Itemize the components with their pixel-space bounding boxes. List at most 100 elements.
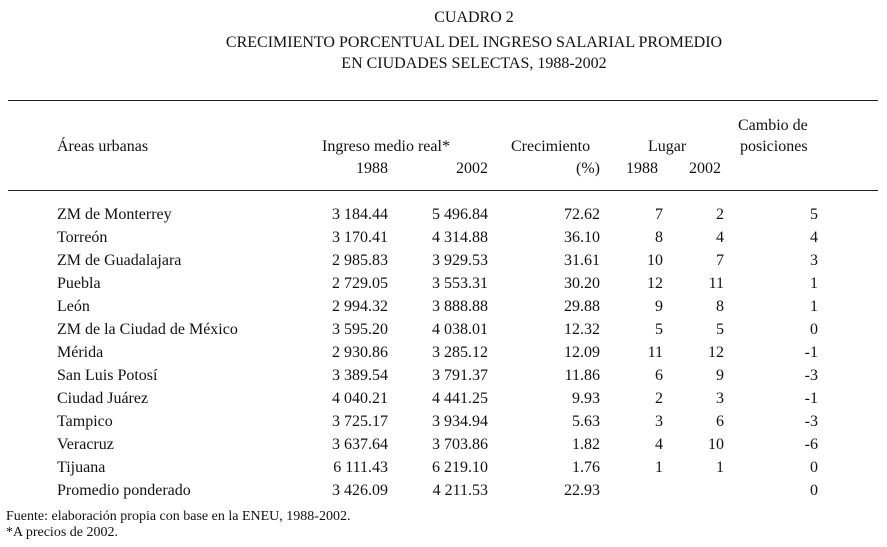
cell-area: Veracruz <box>57 436 114 453</box>
cell-lugar-2002: 12 <box>708 344 724 361</box>
cell-cambio: 5 <box>810 206 818 223</box>
cell-lugar-2002: 9 <box>716 367 724 384</box>
cell-cambio: 0 <box>810 482 818 499</box>
cell-ingreso-1988: 4 040.21 <box>332 390 388 407</box>
cell-ingreso-1988: 2 930.86 <box>332 344 388 361</box>
cell-lugar-1988: 12 <box>647 275 663 292</box>
cell-ingreso-1988: 2 729.05 <box>332 275 388 292</box>
cell-cambio: 3 <box>810 252 818 269</box>
table-number: CUADRO 2 <box>434 9 514 26</box>
cell-cambio: -6 <box>804 436 818 453</box>
cell-ingreso-1988: 2 985.83 <box>332 252 388 269</box>
cell-crecimiento: 36.10 <box>564 229 600 246</box>
cell-area: Promedio ponderado <box>57 482 191 499</box>
cell-crecimiento: 31.61 <box>564 252 600 269</box>
cell-ingreso-2002: 4 314.88 <box>432 229 488 246</box>
cell-ingreso-1988: 6 111.43 <box>333 459 388 476</box>
cell-ingreso-1988: 3 725.17 <box>332 413 388 430</box>
cell-area: Puebla <box>57 275 101 292</box>
cell-cambio: 1 <box>810 298 818 315</box>
cell-cambio: -1 <box>804 390 818 407</box>
cell-area: San Luis Potosí <box>57 367 158 384</box>
cell-lugar-1988: 8 <box>655 229 663 246</box>
cell-ingreso-2002: 3 703.86 <box>432 436 488 453</box>
cell-cambio: 1 <box>810 275 818 292</box>
cell-crecimiento: 30.20 <box>564 275 600 292</box>
cell-lugar-2002: 8 <box>716 298 724 315</box>
cell-lugar-1988: 4 <box>655 436 663 453</box>
cell-crecimiento: 12.32 <box>564 321 600 338</box>
cell-ingreso-2002: 4 038.01 <box>432 321 488 338</box>
cell-crecimiento: 5.63 <box>572 413 600 430</box>
header-areas: Áreas urbanas <box>57 138 149 155</box>
cell-area: ZM de Monterrey <box>57 206 172 223</box>
cell-area: Mérida <box>57 344 104 361</box>
cell-crecimiento: 12.09 <box>564 344 600 361</box>
cell-lugar-1988: 9 <box>655 298 663 315</box>
cell-lugar-2002: 4 <box>716 229 724 246</box>
cell-ingreso-1988: 3 595.20 <box>332 321 388 338</box>
cell-ingreso-2002: 5 496.84 <box>432 206 488 223</box>
cell-ingreso-1988: 3 637.64 <box>332 436 388 453</box>
cell-lugar-1988: 5 <box>655 321 663 338</box>
cell-lugar-1988: 6 <box>655 367 663 384</box>
cell-ingreso-2002: 4 211.53 <box>432 482 488 499</box>
header-cambio-line-1: Cambio de <box>738 117 808 134</box>
cell-ingreso-2002: 3 934.94 <box>432 413 488 430</box>
table-title-line-1: CRECIMIENTO PORCENTUAL DEL INGRESO SALAR… <box>225 34 723 51</box>
cell-crecimiento: 1.76 <box>572 459 600 476</box>
cell-ingreso-1988: 3 389.54 <box>332 367 388 384</box>
cell-area: Torreón <box>57 229 108 246</box>
header-rule <box>8 190 878 191</box>
cell-ingreso-2002: 3 929.53 <box>432 252 488 269</box>
source-note: Fuente: elaboración propia con base en l… <box>6 509 351 524</box>
cell-ingreso-1988: 3 184.44 <box>332 206 388 223</box>
cell-lugar-2002: 11 <box>708 275 724 292</box>
cell-cambio: 0 <box>810 459 818 476</box>
cell-lugar-2002: 7 <box>716 252 724 269</box>
cell-cambio: 4 <box>810 229 818 246</box>
cell-ingreso-1988: 3 170.41 <box>332 229 388 246</box>
cell-ingreso-1988: 3 426.09 <box>332 482 388 499</box>
cell-crecimiento: 9.93 <box>572 390 600 407</box>
cell-area: León <box>57 298 90 315</box>
cell-crecimiento: 72.62 <box>564 206 600 223</box>
cell-lugar-2002: 6 <box>716 413 724 430</box>
cell-lugar-2002: 5 <box>716 321 724 338</box>
header-lugar-1988: 1988 <box>626 160 658 177</box>
cell-cambio: -3 <box>804 413 818 430</box>
top-rule <box>8 100 878 101</box>
cell-ingreso-2002: 4 441.25 <box>432 390 488 407</box>
header-lugar: Lugar <box>648 138 687 155</box>
cell-lugar-2002: 2 <box>716 206 724 223</box>
cell-area: ZM de Guadalajara <box>57 252 182 269</box>
cell-lugar-1988: 2 <box>655 390 663 407</box>
cell-cambio: -1 <box>804 344 818 361</box>
cell-area: Tampico <box>57 413 113 430</box>
cell-cambio: -3 <box>804 367 818 384</box>
cell-ingreso-2002: 3 285.12 <box>432 344 488 361</box>
cell-ingreso-2002: 6 219.10 <box>432 459 488 476</box>
header-ingreso-2002: 2002 <box>456 160 488 177</box>
cell-area: Ciudad Juárez <box>57 390 149 407</box>
cell-lugar-2002: 1 <box>716 459 724 476</box>
header-ingreso-1988: 1988 <box>356 160 388 177</box>
cell-area: Tijuana <box>57 459 106 476</box>
cell-lugar-1988: 10 <box>647 252 663 269</box>
cell-crecimiento: 11.86 <box>564 367 600 384</box>
cell-ingreso-2002: 3 791.37 <box>432 367 488 384</box>
header-ingreso: Ingreso medio real* <box>322 138 450 155</box>
cell-lugar-1988: 3 <box>655 413 663 430</box>
cell-lugar-2002: 3 <box>716 390 724 407</box>
cell-crecimiento: 29.88 <box>564 298 600 315</box>
header-crecimiento: Crecimiento <box>511 138 591 155</box>
cell-crecimiento: 22.93 <box>564 482 600 499</box>
cell-ingreso-1988: 2 994.32 <box>332 298 388 315</box>
cell-ingreso-2002: 3 553.31 <box>432 275 488 292</box>
cell-ingreso-2002: 3 888.88 <box>432 298 488 315</box>
cell-area: ZM de la Ciudad de México <box>57 321 238 338</box>
cell-lugar-1988: 11 <box>647 344 663 361</box>
cell-lugar-1988: 7 <box>655 206 663 223</box>
price-note: *A precios de 2002. <box>6 525 118 540</box>
cell-lugar-1988: 1 <box>655 459 663 476</box>
